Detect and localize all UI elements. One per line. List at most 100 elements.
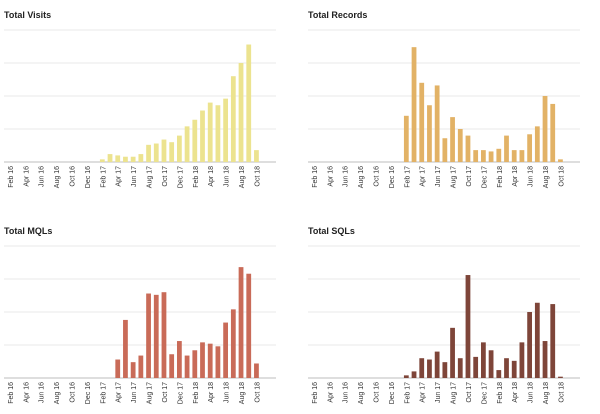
bar bbox=[184, 126, 190, 162]
bar bbox=[427, 105, 432, 162]
x-tick-label: Aug 17 bbox=[147, 382, 154, 404]
chart-title: Total Visits bbox=[4, 10, 52, 20]
x-tick-label: Feb 18 bbox=[193, 382, 200, 404]
bar bbox=[457, 129, 463, 162]
x-tick-label: Aug 18 bbox=[239, 382, 246, 404]
x-tick-label: Aug 16 bbox=[54, 166, 61, 188]
bar bbox=[192, 119, 198, 162]
bar bbox=[207, 102, 213, 162]
bar bbox=[496, 370, 502, 378]
bar bbox=[504, 135, 509, 162]
x-tick-label: Aug 17 bbox=[451, 166, 458, 188]
x-tick-label: Feb 16 bbox=[8, 166, 15, 188]
x-tick-label: Oct 17 bbox=[466, 382, 473, 403]
bar bbox=[223, 322, 229, 378]
bar bbox=[115, 155, 121, 162]
x-tick-label: Aug 17 bbox=[147, 166, 154, 188]
bar bbox=[200, 110, 205, 162]
x-tick-label: Aug 16 bbox=[54, 382, 61, 404]
bar bbox=[542, 96, 548, 162]
bar bbox=[130, 156, 136, 162]
chart-panel-total-sqls: Total SQLs Feb 16 Apr 16 Jun 16 Aug 16 Oct 1… bbox=[308, 226, 580, 414]
x-tick-label: Apr 17 bbox=[116, 382, 123, 403]
x-tick-label: Oct 16 bbox=[374, 382, 381, 403]
x-tick-label: Dec 16 bbox=[85, 382, 92, 404]
bar bbox=[246, 273, 252, 378]
bar-chart-total-mqls: Feb 16 Apr 16 Jun 16 Aug 16 Oct 16 Dec 16 Feb … bbox=[4, 245, 276, 404]
x-tick-label: Jun 16 bbox=[343, 382, 350, 403]
x-tick-label: Apr 18 bbox=[512, 382, 519, 403]
bar bbox=[419, 358, 425, 378]
bar bbox=[442, 138, 448, 162]
bar bbox=[465, 275, 471, 378]
bar bbox=[169, 142, 175, 162]
chart-panel-total-mqls: Total MQLs Feb 16 Apr 16 Jun 16 Aug 16 Oct 1… bbox=[4, 226, 276, 414]
x-tick-label: Oct 17 bbox=[162, 166, 169, 187]
bar-chart-total-records: Feb 16 Apr 16 Jun 16 Aug 16 Oct 16 Dec 16 Feb … bbox=[308, 29, 580, 188]
bar bbox=[450, 117, 455, 162]
bar bbox=[427, 359, 432, 378]
bar bbox=[138, 154, 144, 162]
bar bbox=[480, 342, 486, 378]
x-tick-label: Feb 17 bbox=[100, 382, 107, 404]
x-tick-label: Apr 18 bbox=[208, 382, 215, 403]
bar bbox=[230, 309, 236, 378]
bar bbox=[534, 126, 540, 162]
bar-chart-total-sqls: Feb 16 Apr 16 Jun 16 Aug 16 Oct 16 Dec 16 Feb … bbox=[308, 245, 580, 404]
x-tick-label: Aug 17 bbox=[451, 382, 458, 404]
bar bbox=[215, 105, 221, 162]
x-tick-label: Oct 18 bbox=[254, 166, 261, 187]
bar bbox=[558, 376, 563, 378]
x-tick-label: Jun 17 bbox=[131, 166, 138, 187]
bar bbox=[238, 267, 244, 378]
x-tick-label: Aug 18 bbox=[239, 166, 246, 188]
bar bbox=[138, 355, 144, 378]
bar bbox=[115, 359, 121, 378]
bar bbox=[411, 371, 417, 378]
x-tick-label: Feb 16 bbox=[312, 382, 319, 404]
bar bbox=[519, 150, 525, 162]
x-tick-label: Jun 17 bbox=[435, 166, 442, 187]
x-tick-label: Aug 16 bbox=[358, 382, 365, 404]
bar bbox=[527, 134, 533, 162]
bar bbox=[99, 159, 105, 162]
bar bbox=[465, 135, 471, 162]
x-tick-label: Feb 17 bbox=[404, 166, 411, 188]
x-tick-label: Apr 18 bbox=[512, 166, 519, 187]
x-tick-label: Jun 18 bbox=[224, 382, 231, 403]
x-tick-label: Dec 17 bbox=[481, 166, 488, 188]
bar bbox=[511, 150, 517, 162]
bar bbox=[519, 342, 525, 378]
bar bbox=[200, 342, 205, 378]
bar bbox=[146, 144, 151, 162]
x-tick-label: Dec 16 bbox=[85, 166, 92, 188]
bar bbox=[411, 47, 417, 162]
chart-title: Total MQLs bbox=[4, 226, 53, 236]
x-tick-label: Oct 17 bbox=[466, 166, 473, 187]
bar bbox=[473, 150, 479, 162]
bar bbox=[542, 341, 548, 378]
chart-panel-total-records: Total Records Feb 16 Apr 16 Jun 16 Aug 16 Oc… bbox=[308, 10, 580, 200]
bar bbox=[450, 327, 455, 378]
bar bbox=[130, 362, 136, 378]
x-tick-label: Jun 18 bbox=[528, 382, 535, 403]
bar bbox=[527, 312, 533, 378]
x-tick-label: Feb 18 bbox=[497, 166, 504, 188]
bar bbox=[480, 150, 486, 162]
x-tick-label: Aug 18 bbox=[543, 382, 550, 404]
bar bbox=[123, 156, 128, 162]
bar bbox=[153, 143, 159, 162]
bar bbox=[215, 346, 221, 378]
x-tick-label: Feb 17 bbox=[100, 166, 107, 188]
x-tick-label: Jun 16 bbox=[39, 382, 46, 403]
bar bbox=[192, 350, 198, 378]
bar bbox=[223, 98, 229, 162]
bar bbox=[153, 294, 159, 378]
bar bbox=[558, 159, 563, 162]
x-tick-label: Dec 17 bbox=[177, 166, 184, 188]
x-tick-label: Dec 17 bbox=[177, 382, 184, 404]
bar bbox=[403, 375, 409, 378]
x-tick-label: Feb 18 bbox=[497, 382, 504, 404]
bar bbox=[457, 358, 463, 378]
bar bbox=[550, 103, 556, 162]
